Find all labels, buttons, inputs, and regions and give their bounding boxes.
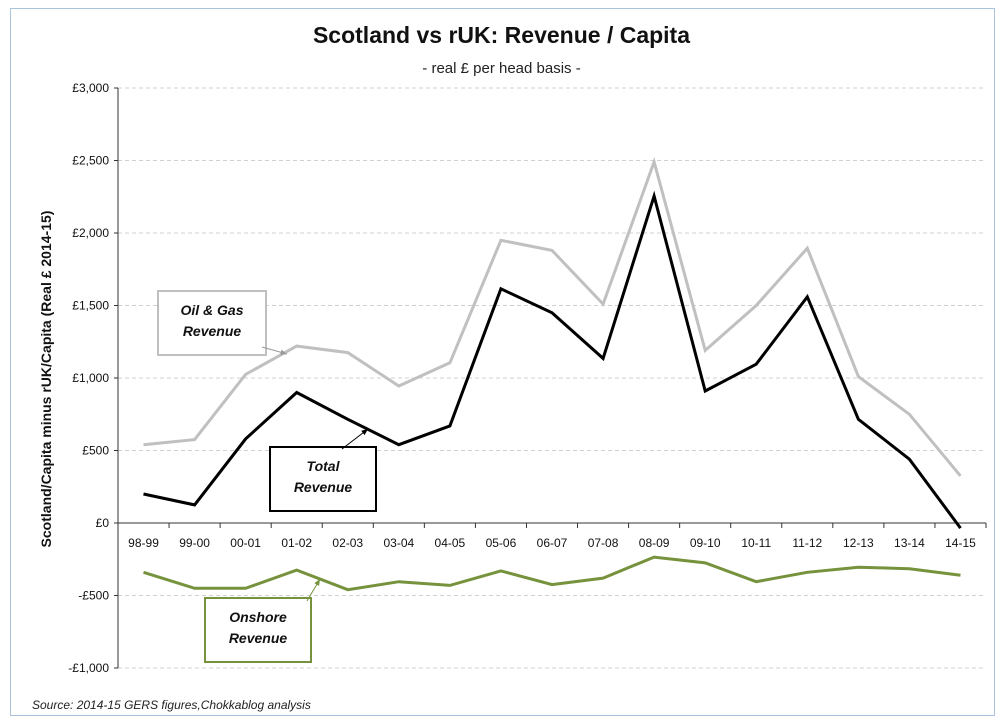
total-revenue-annotation-box (269, 446, 377, 512)
x-tick-label: 06-07 (537, 536, 568, 550)
y-tick-label: £2,000 (72, 226, 109, 240)
x-tick-label: 12-13 (843, 536, 874, 550)
y-tick-label: £1,000 (72, 371, 109, 385)
total-revenue-annotation-arrowhead (361, 429, 368, 436)
y-tick-label: -£1,000 (68, 661, 109, 675)
chart-subtitle: - real £ per head basis - (422, 60, 581, 77)
y-tick-label: £500 (82, 444, 109, 458)
oil-gas-revenue-annotation-line2: Revenue (183, 323, 242, 339)
x-tick-label: 08-09 (639, 536, 670, 550)
total-revenue-annotation-line1: Total (307, 458, 341, 474)
y-tick-label: £2,500 (72, 154, 109, 168)
onshore-revenue-annotation-arrowhead (314, 579, 320, 586)
annotations: Oil & Gas Revenue Total Revenue Onshore Reven… (157, 290, 377, 663)
y-tick-label: £0 (96, 516, 110, 530)
gridlines (118, 87, 986, 669)
onshore-revenue-line (143, 555, 961, 592)
x-tick-label: 07-08 (588, 536, 619, 550)
y-tick-label: £1,500 (72, 299, 109, 313)
x-tick-label: 01-02 (281, 536, 312, 550)
total-revenue-annotation-line2: Revenue (294, 479, 353, 495)
chart-frame (10, 8, 995, 716)
chart-title: Scotland vs rUK: Revenue / Capita (312, 22, 691, 48)
x-tick-label: 13-14 (894, 536, 925, 550)
x-tick-label: 98-99 (128, 536, 159, 550)
x-tick-label: 04-05 (435, 536, 466, 550)
onshore-revenue-annotation-box (204, 597, 312, 663)
x-tick-label: 00-01 (230, 536, 261, 550)
oil-gas-revenue-annotation-box (157, 290, 267, 356)
x-tick-label: 03-04 (383, 536, 414, 550)
x-tick-label: 11-12 (792, 536, 822, 550)
y-tick-label: £3,000 (72, 81, 109, 95)
onshore-revenue-annotation-line1: Onshore (229, 609, 287, 625)
onshore-revenue-annotation-line2: Revenue (229, 630, 288, 646)
x-tick-label: 02-03 (332, 536, 363, 550)
axes: -£1,000 -£500 £0 £500 £1,000 £1,500 £2,000 £2,5… (68, 81, 987, 675)
x-tick-label: 99-00 (179, 536, 210, 550)
x-tick-label: 09-10 (690, 536, 721, 550)
x-tick-label: 05-06 (486, 536, 517, 550)
y-tick-label: -£500 (78, 589, 109, 603)
x-tick-label: 10-11 (741, 536, 771, 550)
oil-gas-revenue-annotation-arrowhead (280, 349, 287, 355)
y-axis-label: Scotland/Capita minus rUK/Capita (Real £… (38, 211, 54, 548)
source-note: Source: 2014-15 GERS figures,Chokkablog … (32, 698, 311, 712)
x-tick-label: 14-15 (945, 536, 976, 550)
oil-gas-revenue-annotation-line1: Oil & Gas (180, 302, 243, 318)
series-lines (143, 156, 962, 592)
